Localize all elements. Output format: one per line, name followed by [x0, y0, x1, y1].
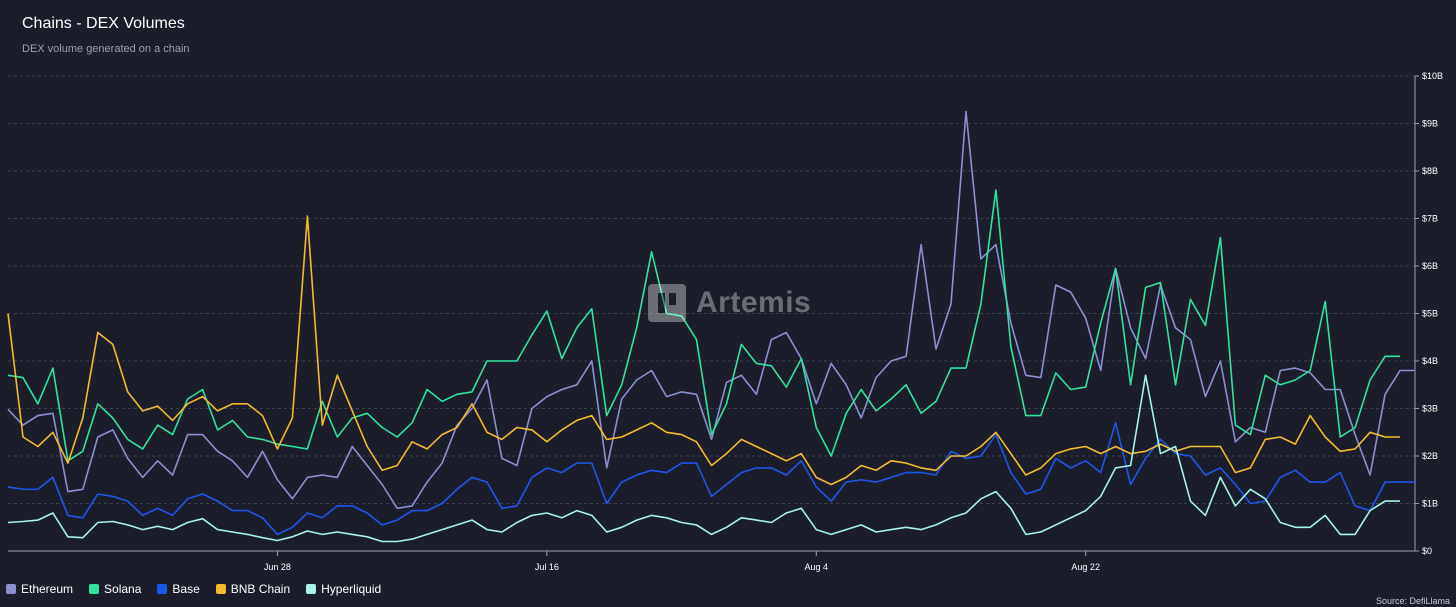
legend-swatch — [306, 584, 317, 594]
series-lines — [7, 110, 1415, 543]
artemis-logo-icon — [648, 284, 686, 322]
legend: Ethereum Solana Base BNB Chain Hyperliquid — [6, 582, 381, 596]
y-tick-label: $8B — [1422, 166, 1438, 176]
y-tick-label: $10B — [1422, 71, 1443, 81]
legend-item-bnb-chain[interactable]: BNB Chain — [215, 582, 291, 596]
y-tick-label: $1B — [1422, 499, 1438, 509]
y-tick-label: $6B — [1422, 261, 1438, 271]
legend-swatch — [89, 584, 100, 594]
source-note: Source: DefiLlama — [1375, 596, 1450, 606]
legend-item-solana[interactable]: Solana — [89, 582, 141, 596]
legend-item-base[interactable]: Base — [157, 582, 200, 596]
y-tick-label: $7B — [1422, 214, 1438, 224]
axes — [8, 75, 1419, 556]
y-tick-label: $3B — [1422, 404, 1438, 414]
chart-subtitle: DEX volume generated on a chain — [22, 43, 190, 55]
y-tick-label: $9B — [1422, 119, 1438, 129]
chart-title: Chains - DEX Volumes — [22, 15, 185, 32]
series-line-bnb-chain — [7, 215, 1400, 486]
legend-label: Ethereum — [21, 582, 74, 596]
y-tick-label: $5B — [1422, 309, 1438, 319]
y-tick-label: $0 — [1422, 546, 1432, 556]
legend-item-ethereum[interactable]: Ethereum — [6, 582, 73, 596]
legend-label: Solana — [104, 582, 142, 596]
tick-labels: $0 $1B $2B $3B $4B $5B $6B $7B $8B $9B $10B Jun 28 J… — [264, 71, 1443, 572]
legend-label: BNB Chain — [230, 582, 291, 596]
watermark-text: Artemis — [696, 286, 812, 319]
series-line-base — [7, 421, 1415, 536]
legend-item-hyperliquid[interactable]: Hyperliquid — [306, 582, 381, 596]
series-line-solana — [7, 189, 1400, 462]
x-tick-label: Jul 16 — [535, 562, 559, 572]
y-tick-label: $4B — [1422, 356, 1438, 366]
x-tick-label: Jun 28 — [264, 562, 291, 572]
legend-swatch — [215, 584, 226, 594]
gridlines — [8, 75, 1415, 504]
legend-label: Base — [172, 582, 200, 596]
legend-label: Hyperliquid — [321, 582, 382, 596]
series-line-ethereum — [7, 110, 1415, 510]
artemis-watermark: Artemis — [648, 284, 811, 322]
legend-swatch — [157, 584, 168, 594]
series-line-hyperliquid — [7, 374, 1400, 543]
x-tick-label: Aug 22 — [1071, 562, 1100, 572]
legend-swatch — [6, 584, 16, 594]
x-tick-label: Aug 4 — [805, 562, 829, 572]
y-tick-label: $2B — [1422, 451, 1438, 461]
